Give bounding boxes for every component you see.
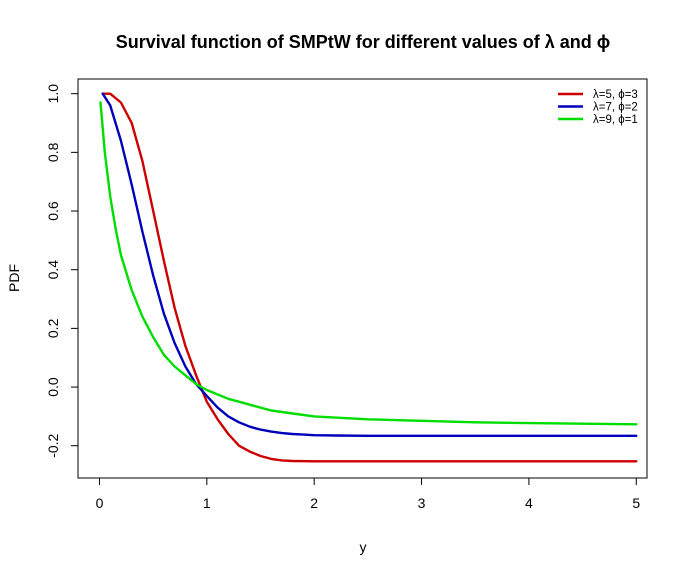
y-tick-label: 1.0 <box>45 84 61 104</box>
legend-label-1: λ=5, ϕ=3 <box>593 89 638 101</box>
y-tick-label: -0.2 <box>45 433 61 457</box>
legend-label-2: λ=7, ϕ=2 <box>593 102 638 114</box>
chart-title: Survival function of SMPtW for different… <box>116 32 611 52</box>
series-line-2 <box>101 92 638 437</box>
x-tick-label: 1 <box>203 495 211 511</box>
x-tick-label: 3 <box>418 495 426 511</box>
y-tick-label: 0.0 <box>45 377 61 397</box>
legend-label-3: λ=9, ϕ=1 <box>593 114 638 126</box>
x-tick-label: 0 <box>96 495 104 511</box>
x-tick-label: 2 <box>310 495 318 511</box>
x-axis: 0 1 2 3 4 5 <box>96 477 640 511</box>
x-axis-label: y <box>360 539 367 555</box>
y-tick-label: 0.2 <box>45 318 61 338</box>
series-line-1 <box>101 92 638 463</box>
x-tick-label: 5 <box>632 495 640 511</box>
y-axis-label: PDF <box>6 264 22 292</box>
y-tick-label: 0.6 <box>45 201 61 221</box>
y-tick-label: 0.4 <box>45 260 61 280</box>
y-axis: -0.2 0.0 0.2 0.4 0.6 0.8 1.0 <box>45 84 79 458</box>
x-tick-label: 4 <box>525 495 533 511</box>
legend: λ=5, ϕ=3λ=7, ϕ=2λ=9, ϕ=1 <box>558 89 638 126</box>
series-layer <box>99 92 638 463</box>
series-line-3 <box>99 101 638 426</box>
y-tick-label: 0.8 <box>45 142 61 162</box>
